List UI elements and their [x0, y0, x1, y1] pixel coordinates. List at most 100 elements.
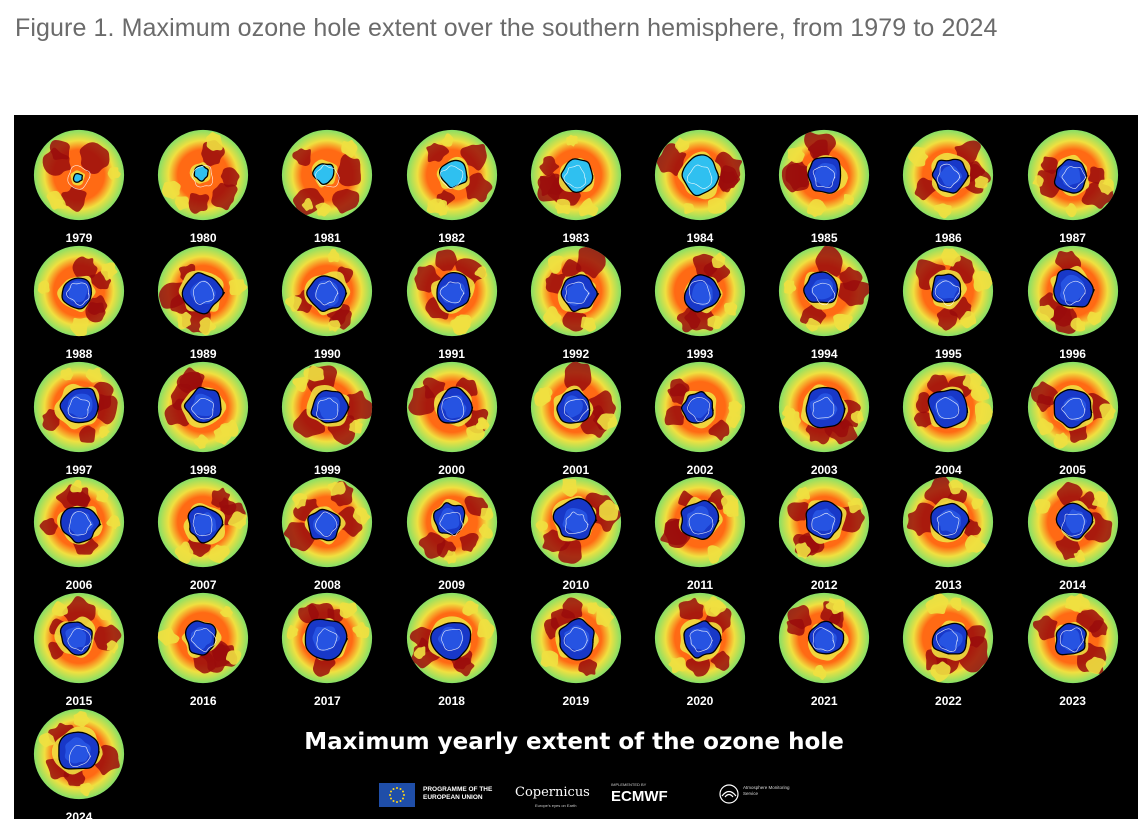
ozone-map-1989: 1989 [143, 245, 263, 361]
year-label: 2003 [810, 462, 838, 477]
ozone-map-1984: 1984 [640, 129, 760, 245]
ozone-disc [903, 129, 994, 221]
year-label: 1997 [65, 462, 93, 477]
ozone-map-2005: 2005 [1013, 361, 1133, 477]
year-label: 1994 [810, 346, 838, 361]
ozone-map-2010: 2010 [516, 476, 636, 592]
year-label: 2016 [189, 694, 217, 709]
ozone-map-1994: 1994 [764, 245, 884, 361]
ozone-map-2008: 2008 [267, 476, 387, 592]
ozone-disc [654, 593, 746, 684]
ozone-disc [903, 477, 994, 568]
ozone-map-1997: 1997 [19, 361, 139, 477]
ozone-disc [530, 593, 621, 684]
ozone-disc [158, 477, 249, 568]
ozone-map-2018: 2018 [392, 592, 512, 708]
ozone-disc [406, 245, 497, 336]
year-label: 1988 [65, 346, 93, 361]
ozone-disc [282, 361, 373, 452]
ozone-map-2013: 2013 [888, 476, 1008, 592]
ozone-map-1998: 1998 [143, 361, 263, 477]
ozone-map-2021: 2021 [764, 592, 884, 708]
year-label: 1979 [65, 231, 93, 245]
ozone-disc [779, 129, 870, 221]
ozone-figure: 1979 1980 1981 1982 1983 1984 1985 1986 1987 1988… [14, 115, 1138, 819]
ozone-disc [779, 593, 870, 684]
year-label: 2007 [189, 578, 217, 593]
ozone-disc [158, 245, 249, 336]
year-label: 2024 [65, 810, 93, 819]
ozone-disc [33, 245, 125, 336]
year-label: 2013 [935, 578, 962, 593]
year-label: 2011 [686, 578, 714, 593]
logo-strip: PROGRAMME OF THE EUROPEAN UNION Copernic… [379, 779, 799, 809]
ozone-disc [282, 593, 373, 684]
ozone-map-1983: 1983 [516, 129, 636, 245]
ozone-disc [33, 593, 125, 684]
year-label: 2006 [65, 578, 93, 593]
ozone-map-2001: 2001 [516, 361, 636, 477]
ozone-map-2024: 2024 [19, 708, 139, 819]
ozone-disc [654, 245, 746, 336]
ozone-disc [903, 361, 994, 452]
year-label: 1998 [189, 462, 217, 477]
ozone-disc [779, 477, 870, 568]
ozone-disc [33, 708, 125, 800]
year-label: 1990 [314, 346, 341, 361]
copernicus-logo: Copernicus [515, 785, 590, 800]
ozone-map-2004: 2004 [888, 361, 1008, 477]
year-label: 2010 [562, 578, 590, 593]
ozone-map-1992: 1992 [516, 245, 636, 361]
ozone-map-2011: 2011 [640, 476, 760, 592]
ozone-map-2020: 2020 [640, 592, 760, 708]
year-label: 2014 [1059, 578, 1086, 593]
ozone-disc [530, 477, 621, 568]
year-label: 2021 [810, 694, 838, 709]
year-label: 2012 [810, 578, 838, 593]
ozone-disc [1027, 477, 1118, 568]
ozone-map-2006: 2006 [19, 476, 139, 592]
ozone-disc [406, 477, 497, 568]
year-label: 1989 [189, 346, 217, 361]
ozone-disc [1027, 245, 1118, 336]
cams-label: Atmosphere Monitoring Service [743, 785, 790, 796]
year-label: 2022 [935, 694, 962, 709]
ozone-disc [530, 129, 621, 221]
ozone-disc [282, 245, 373, 336]
ozone-map-2007: 2007 [143, 476, 263, 592]
ozone-disc [779, 245, 870, 336]
ozone-disc [1027, 361, 1118, 452]
ozone-map-1980: 1980 [143, 129, 263, 245]
year-label: 1991 [438, 346, 465, 361]
ozone-disc [33, 129, 125, 221]
year-label: 2020 [686, 694, 714, 709]
ozone-disc [654, 361, 746, 452]
ozone-map-1996: 1996 [1013, 245, 1133, 361]
ozone-disc [158, 361, 249, 452]
year-label: 2004 [935, 462, 962, 477]
ozone-map-2000: 2000 [392, 361, 512, 477]
ozone-disc [903, 593, 994, 684]
year-label: 2018 [438, 694, 465, 709]
ozone-disc [406, 361, 497, 452]
ozone-map-1981: 1981 [267, 129, 387, 245]
year-label: 2001 [562, 462, 590, 477]
ozone-disc [33, 477, 125, 568]
ozone-map-1986: 1986 [888, 129, 1008, 245]
ozone-disc [903, 245, 994, 336]
ozone-map-1991: 1991 [392, 245, 512, 361]
year-label: 2015 [65, 694, 93, 709]
copernicus-tagline: Europe's eyes on Earth [535, 803, 577, 808]
eu-programme-label: PROGRAMME OF THE EUROPEAN UNION [423, 786, 493, 801]
year-label: 1992 [562, 346, 590, 361]
ozone-map-2023: 2023 [1013, 592, 1133, 708]
ozone-map-2009: 2009 [392, 476, 512, 592]
ozone-disc [1027, 593, 1118, 684]
year-label: 2002 [686, 462, 714, 477]
ozone-map-2015: 2015 [19, 592, 139, 708]
year-label: 2000 [438, 462, 465, 477]
ozone-map-2022: 2022 [888, 592, 1008, 708]
year-label: 2023 [1059, 694, 1086, 709]
ozone-map-1982: 1982 [392, 129, 512, 245]
ozone-map-1987: 1987 [1013, 129, 1133, 245]
